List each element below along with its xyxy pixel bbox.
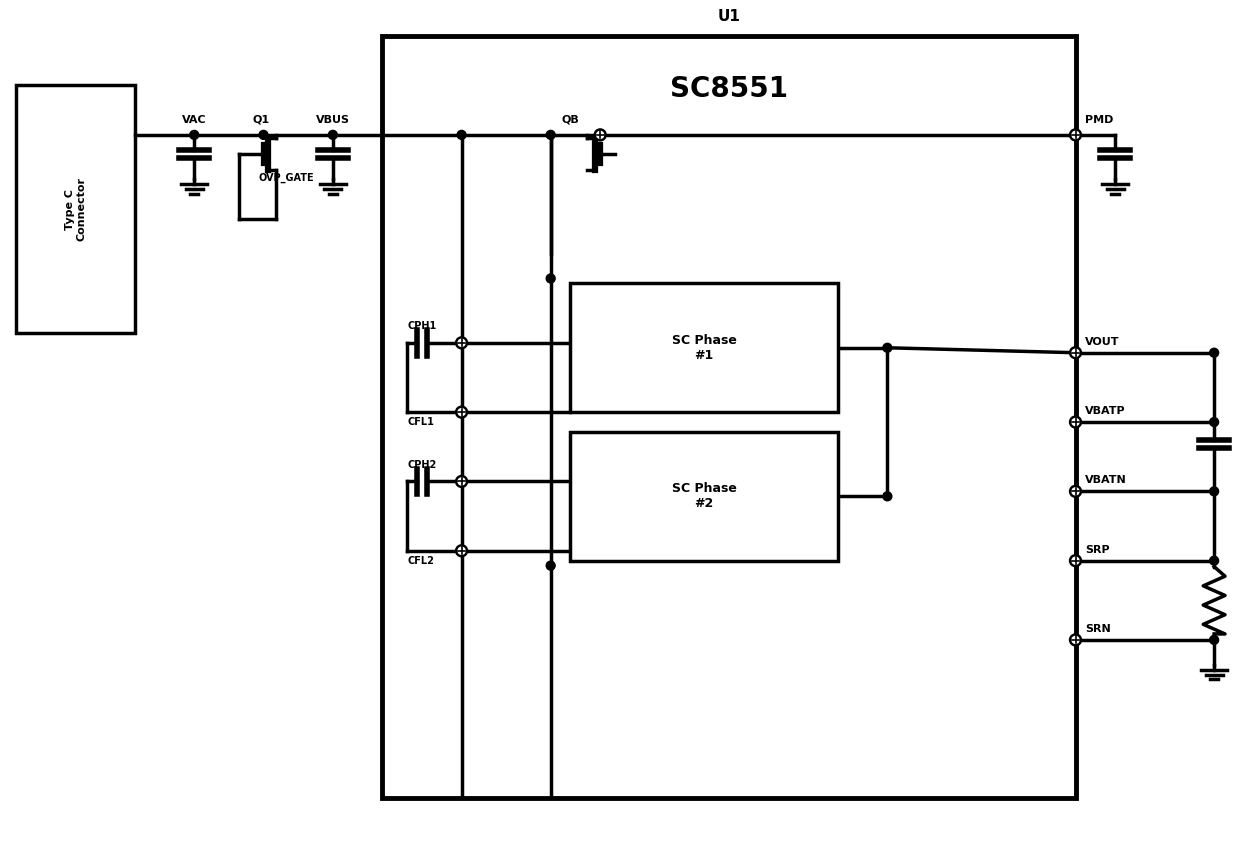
Circle shape [1070, 635, 1081, 645]
Bar [570, 284, 838, 412]
Circle shape [456, 406, 467, 417]
Text: SC Phase
#1: SC Phase #1 [672, 334, 737, 362]
Circle shape [1210, 417, 1219, 427]
Text: CFL1: CFL1 [407, 417, 434, 427]
Text: SRN: SRN [1085, 624, 1111, 634]
Circle shape [547, 130, 556, 140]
Text: CPH1: CPH1 [407, 321, 436, 331]
Circle shape [259, 130, 268, 140]
Circle shape [1070, 417, 1081, 428]
Text: VBATP: VBATP [1085, 406, 1126, 416]
Circle shape [1210, 348, 1219, 357]
Circle shape [456, 545, 467, 556]
Bar [570, 432, 838, 561]
Circle shape [1210, 486, 1219, 496]
Text: CPH2: CPH2 [407, 459, 436, 469]
Text: VBUS: VBUS [316, 115, 350, 125]
Text: Type C
Connector: Type C Connector [64, 177, 86, 241]
Circle shape [190, 130, 198, 140]
Text: SC8551: SC8551 [670, 76, 787, 103]
Circle shape [1070, 348, 1081, 358]
Text: QB: QB [562, 115, 579, 125]
Text: CFL2: CFL2 [407, 556, 434, 566]
Circle shape [547, 274, 556, 283]
Circle shape [883, 343, 892, 352]
Text: VBATN: VBATN [1085, 475, 1127, 486]
Text: SC Phase
#2: SC Phase #2 [672, 482, 737, 510]
Circle shape [1070, 486, 1081, 497]
Text: Q1: Q1 [253, 115, 270, 125]
Bar [16, 85, 135, 333]
Circle shape [456, 337, 467, 348]
Circle shape [595, 130, 605, 141]
Text: VAC: VAC [182, 115, 207, 125]
Text: PMD: PMD [1085, 115, 1114, 125]
Text: U1: U1 [718, 9, 740, 24]
Circle shape [1210, 556, 1219, 565]
Circle shape [329, 130, 337, 140]
Text: VOUT: VOUT [1085, 337, 1120, 347]
Text: OVP_GATE: OVP_GATE [259, 172, 314, 183]
Bar [382, 36, 1075, 798]
Text: SRP: SRP [1085, 544, 1110, 555]
Circle shape [456, 476, 467, 486]
Circle shape [883, 492, 892, 501]
Circle shape [458, 130, 466, 140]
Circle shape [1210, 636, 1219, 644]
Circle shape [1070, 556, 1081, 566]
Circle shape [547, 561, 556, 570]
Circle shape [1070, 130, 1081, 141]
